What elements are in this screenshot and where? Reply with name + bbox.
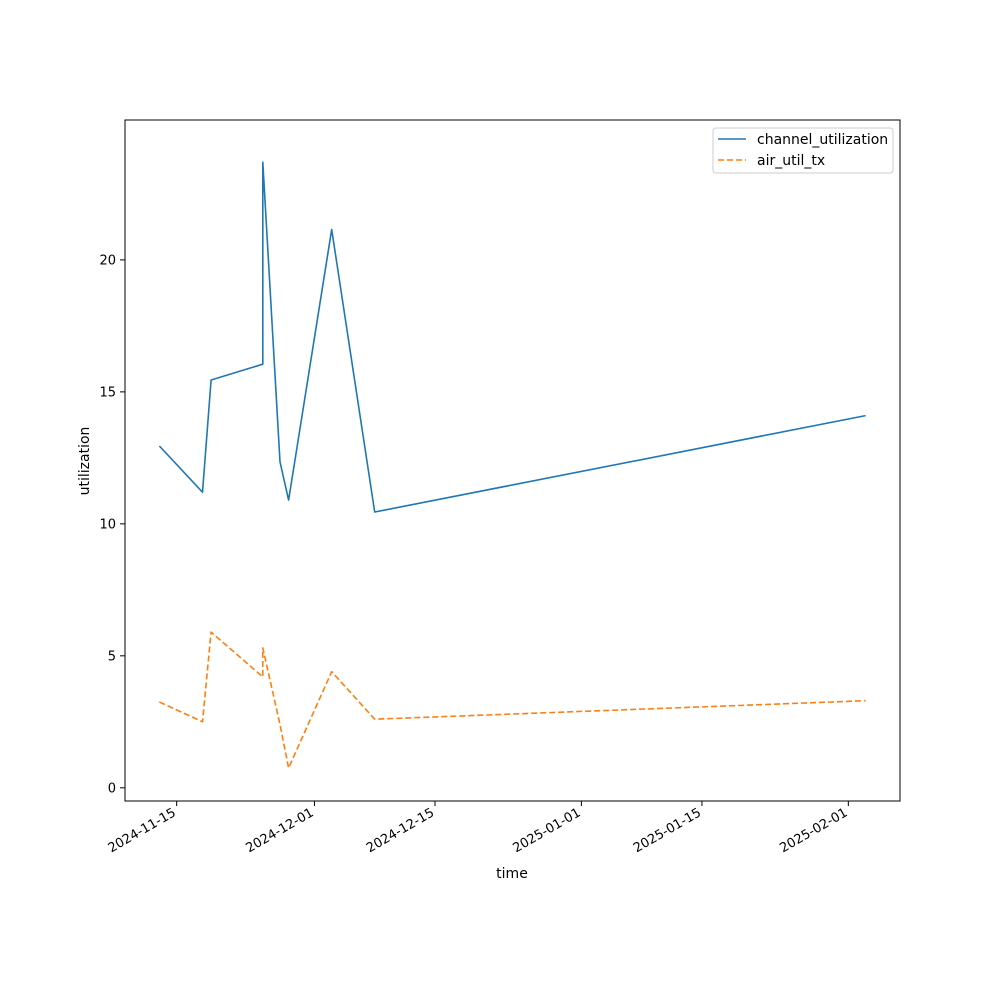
series-line-air-util-tx bbox=[159, 631, 866, 769]
x-tick-label: 2025-01-15 bbox=[631, 805, 704, 856]
y-tick-label: 0 bbox=[108, 781, 116, 796]
y-tick-label: 10 bbox=[99, 517, 116, 532]
x-tick-label: 2024-11-15 bbox=[106, 805, 179, 856]
legend-label-air-util-tx: air_util_tx bbox=[757, 153, 825, 169]
x-tick-label: 2025-02-01 bbox=[777, 805, 850, 856]
y-tick-label: 15 bbox=[99, 385, 116, 400]
x-axis-label: time bbox=[496, 866, 528, 882]
legend-label-channel-utilization: channel_utilization bbox=[757, 132, 888, 148]
y-tick-label: 5 bbox=[108, 649, 116, 664]
legend: channel_utilization air_util_tx bbox=[712, 127, 894, 174]
y-axis-ticks: 0 5 10 15 20 bbox=[99, 253, 125, 796]
series-layer bbox=[158, 161, 866, 769]
x-tick-label: 2024-12-15 bbox=[364, 805, 437, 856]
series-line-channel-utilization bbox=[158, 161, 866, 513]
x-axis-ticks: 2024-11-15 2024-12-01 2024-12-15 2025-01-01… bbox=[106, 801, 850, 856]
y-tick-label: 20 bbox=[99, 253, 116, 268]
plot-area bbox=[125, 120, 900, 801]
y-axis-label: utilization bbox=[77, 427, 93, 496]
x-tick-label: 2024-12-01 bbox=[244, 805, 317, 856]
legend-box bbox=[712, 127, 894, 174]
x-tick-label: 2025-01-01 bbox=[510, 805, 583, 856]
plot-frame bbox=[124, 119, 901, 802]
